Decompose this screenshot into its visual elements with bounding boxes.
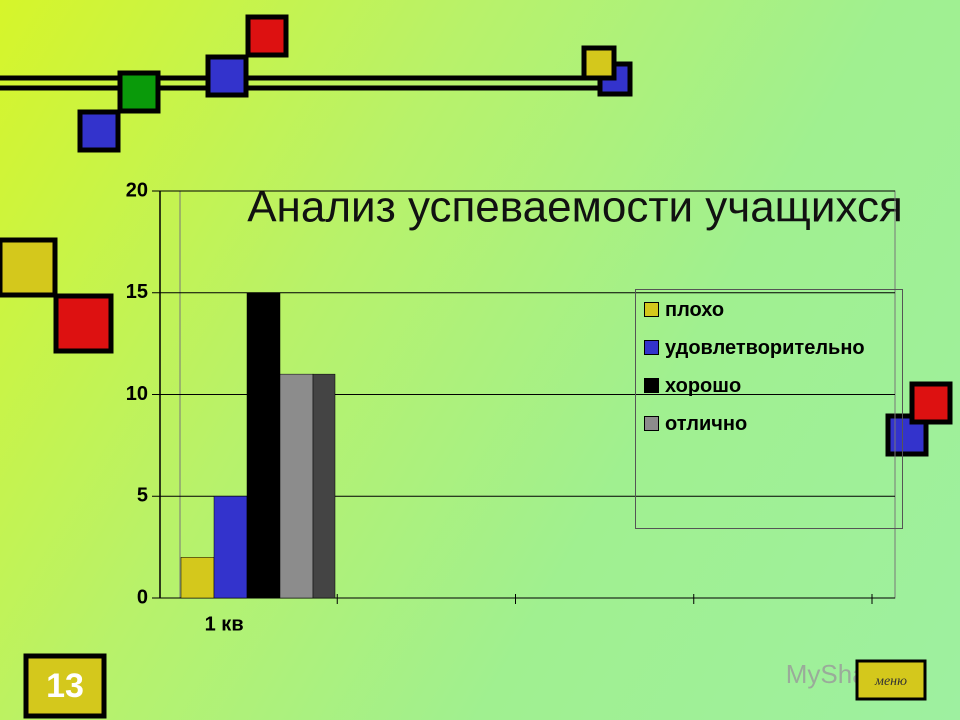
y-tick-label: 20 xyxy=(126,179,148,201)
legend-label: отлично xyxy=(665,413,748,435)
legend-swatch xyxy=(644,302,659,317)
legend-item: отлично xyxy=(644,412,902,436)
decor-square xyxy=(0,237,58,298)
decor-square xyxy=(205,54,249,98)
menu-label[interactable]: меню xyxy=(874,674,907,689)
decor-square xyxy=(53,293,114,354)
decor-square xyxy=(117,70,161,114)
legend-label: удовлетворительно xyxy=(665,337,865,359)
legend-item: хорошо xyxy=(644,374,902,398)
decor-square xyxy=(245,14,289,58)
menu-button[interactable] xyxy=(855,659,927,701)
x-tick-label: 1 кв xyxy=(205,613,244,635)
decor-square xyxy=(909,381,953,425)
slide-number-box xyxy=(23,653,107,719)
legend-label: плохо xyxy=(665,299,725,321)
decor-square xyxy=(77,109,121,153)
bar xyxy=(213,496,248,599)
y-tick-label: 15 xyxy=(126,281,148,303)
legend-item: плохо xyxy=(644,298,902,322)
decor-square xyxy=(885,413,929,457)
decor-square xyxy=(581,45,617,81)
legend-swatch xyxy=(644,378,659,393)
bar xyxy=(246,292,281,599)
slide-number: 13 xyxy=(46,667,84,705)
legend-label: хорошо xyxy=(665,375,742,397)
chart-title: Анализ успеваемости учащихся xyxy=(247,183,903,232)
y-tick-label: 5 xyxy=(137,485,148,507)
legend-swatch xyxy=(644,416,659,431)
bar xyxy=(279,373,314,599)
legend-item: удовлетворительно xyxy=(644,336,902,360)
legend: плохо удовлетворительно хорошо отлично xyxy=(635,289,903,529)
bar-side xyxy=(312,373,336,599)
y-tick-label: 10 xyxy=(126,383,148,405)
legend-swatch xyxy=(644,340,659,355)
y-tick-label: 0 xyxy=(137,586,148,608)
bar xyxy=(180,557,215,599)
